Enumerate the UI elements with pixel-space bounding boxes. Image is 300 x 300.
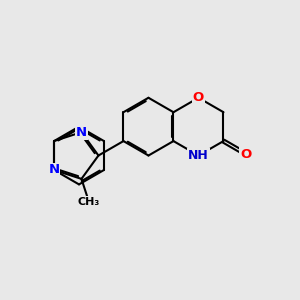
Text: CH₃: CH₃ [78,197,100,207]
Text: O: O [240,148,252,160]
Text: NH: NH [188,149,209,162]
Text: O: O [193,91,204,104]
Text: N: N [76,126,87,139]
Text: N: N [48,164,60,176]
